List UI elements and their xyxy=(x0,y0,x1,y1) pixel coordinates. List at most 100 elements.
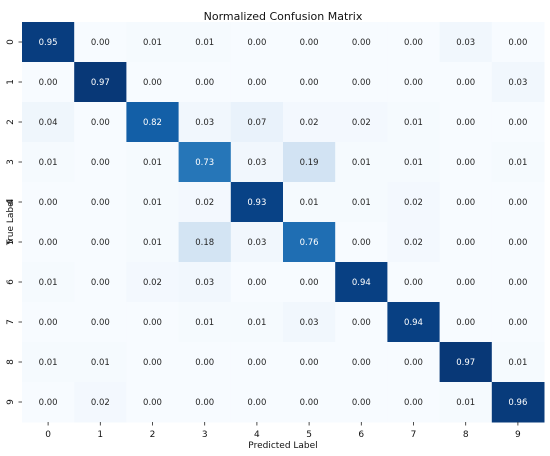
cell-value-label: 0.00 xyxy=(91,318,110,328)
x-tick-label: 0 xyxy=(45,430,51,440)
heatmap-cell xyxy=(283,342,336,383)
heatmap-cell xyxy=(335,22,388,63)
heatmap-cell xyxy=(74,262,127,303)
y-tick-label: 3 xyxy=(6,159,16,165)
heatmap-cell xyxy=(74,102,127,143)
cell-value-label: 0.07 xyxy=(247,118,266,128)
cell-value-label: 0.73 xyxy=(195,158,214,168)
cell-value-label: 0.03 xyxy=(195,118,214,128)
heatmap-cell xyxy=(491,382,545,423)
cell-value-label: 0.01 xyxy=(39,358,58,368)
cell-value-label: 0.96 xyxy=(508,398,527,408)
heatmap-cell xyxy=(74,22,127,63)
cell-value-label: 0.97 xyxy=(91,78,110,88)
heatmap-cell xyxy=(178,62,232,103)
heatmap-cell xyxy=(387,222,441,263)
heatmap-cell xyxy=(491,182,545,223)
cell-value-label: 0.02 xyxy=(300,118,319,128)
heatmap-cell xyxy=(283,182,336,223)
x-tick-label: 8 xyxy=(463,430,469,440)
y-tick-label: 9 xyxy=(6,399,16,405)
heatmap-cell xyxy=(491,302,545,343)
heatmap-cell xyxy=(439,262,493,303)
heatmap-cells: 0.95 0.00 0.01 0.01 0.00 0.00 0.00 0.00 0.03 0.00… xyxy=(22,22,545,423)
cell-value-label: 0.00 xyxy=(300,38,319,48)
y-tick-label: 7 xyxy=(6,319,16,325)
heatmap-cell xyxy=(491,342,545,383)
cell-value-label: 0.18 xyxy=(195,238,214,248)
heatmap-cell xyxy=(178,22,232,63)
y-tick-label: 8 xyxy=(6,359,16,365)
heatmap-cell xyxy=(126,262,180,303)
cell-value-label: 0.00 xyxy=(456,118,475,128)
cell-value-label: 0.01 xyxy=(91,358,110,368)
x-tick-label: 1 xyxy=(97,430,103,440)
cell-value-label: 0.00 xyxy=(300,358,319,368)
x-tick-label: 2 xyxy=(150,430,156,440)
heatmap-cell xyxy=(491,22,545,63)
heatmap-cell xyxy=(439,62,493,103)
heatmap-cell xyxy=(126,142,180,183)
heatmap-cell xyxy=(74,142,127,183)
cell-value-label: 0.00 xyxy=(247,78,266,88)
cell-value-label: 0.01 xyxy=(143,238,162,248)
heatmap-cell xyxy=(178,182,232,223)
cell-value-label: 0.01 xyxy=(143,198,162,208)
cell-value-label: 0.02 xyxy=(404,198,423,208)
cell-value-label: 0.00 xyxy=(456,198,475,208)
cell-value-label: 0.02 xyxy=(91,398,110,408)
cell-value-label: 0.00 xyxy=(456,78,475,88)
cell-value-label: 0.00 xyxy=(195,398,214,408)
cell-value-label: 0.04 xyxy=(39,118,58,128)
heatmap-cell xyxy=(387,142,441,183)
cell-value-label: 0.00 xyxy=(404,358,423,368)
heatmap-cell xyxy=(491,102,545,143)
cell-value-label: 0.00 xyxy=(352,318,371,328)
cell-value-label: 0.00 xyxy=(352,38,371,48)
cell-value-label: 0.00 xyxy=(143,318,162,328)
heatmap-cell xyxy=(178,222,232,263)
heatmap-cell xyxy=(22,142,75,183)
heatmap-cell xyxy=(22,182,75,223)
heatmap-cell xyxy=(126,302,180,343)
heatmap-cell xyxy=(178,342,232,383)
cell-value-label: 0.00 xyxy=(91,198,110,208)
x-tick-label: 5 xyxy=(306,430,312,440)
heatmap-cell xyxy=(126,342,180,383)
cell-value-label: 0.03 xyxy=(456,38,475,48)
heatmap-cell xyxy=(22,382,75,423)
cell-value-label: 0.93 xyxy=(247,198,266,208)
heatmap-cell xyxy=(230,262,284,303)
cell-value-label: 0.00 xyxy=(143,358,162,368)
heatmap-cell xyxy=(335,342,388,383)
heatmap-cell xyxy=(283,142,336,183)
y-axis-label: True Label xyxy=(6,199,16,246)
cell-value-label: 0.01 xyxy=(352,198,371,208)
cell-value-label: 0.00 xyxy=(300,398,319,408)
heatmap-cell xyxy=(22,262,75,303)
heatmap-cell xyxy=(230,222,284,263)
heatmap-cell xyxy=(126,182,180,223)
heatmap-cell xyxy=(230,102,284,143)
cell-value-label: 0.01 xyxy=(39,278,58,288)
cell-value-label: 0.00 xyxy=(143,398,162,408)
y-tick-label: 4 xyxy=(6,199,16,205)
heatmap-cell xyxy=(74,382,127,423)
cell-value-label: 0.94 xyxy=(352,278,371,288)
heatmap-cell xyxy=(439,142,493,183)
cell-value-label: 0.00 xyxy=(247,38,266,48)
heatmap-cell xyxy=(22,222,75,263)
cell-value-label: 0.00 xyxy=(91,158,110,168)
cell-value-label: 0.01 xyxy=(300,198,319,208)
cell-value-label: 0.00 xyxy=(39,198,58,208)
heatmap-cell xyxy=(22,62,75,103)
heatmap-cell xyxy=(387,102,441,143)
heatmap-cell xyxy=(178,262,232,303)
heatmap-cell xyxy=(178,382,232,423)
cell-value-label: 0.02 xyxy=(143,278,162,288)
cell-value-label: 0.03 xyxy=(247,158,266,168)
cell-value-label: 0.00 xyxy=(300,278,319,288)
heatmap-cell xyxy=(22,102,75,143)
heatmap-cell xyxy=(230,142,284,183)
cell-value-label: 0.00 xyxy=(352,238,371,248)
